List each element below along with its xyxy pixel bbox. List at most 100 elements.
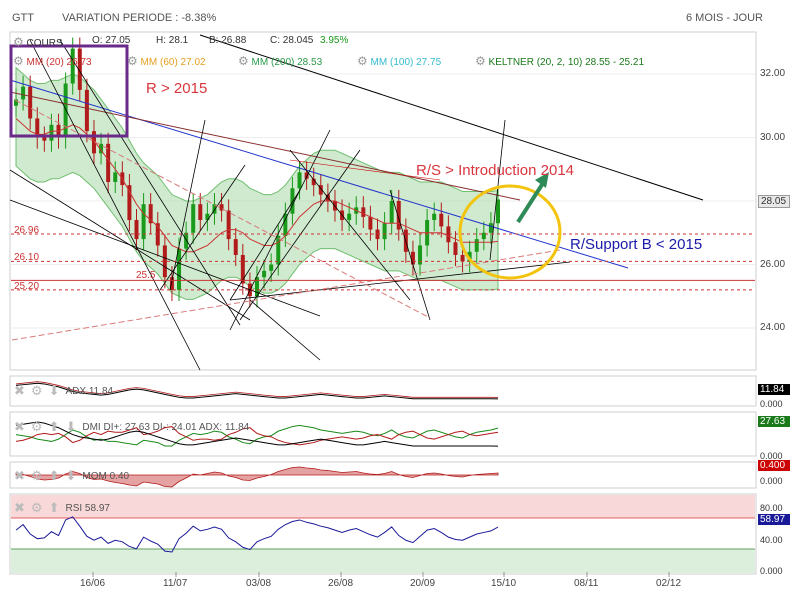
legend-mm20-label: MM (20) 26.73 (26, 57, 92, 68)
legend-mm60[interactable]: ⚙ MM (60) 27.02 (127, 54, 206, 68)
candle-body (127, 185, 132, 221)
legend-close: C: 28.045 (270, 35, 314, 46)
candle-body (496, 199, 500, 224)
highlight-circle (458, 184, 562, 280)
annotation-support: R/Support B < 2015 (570, 236, 703, 253)
trendline (249, 299, 321, 361)
legend-mm200[interactable]: ⚙ MM (200) 28.53 (238, 54, 322, 68)
candle-body (63, 83, 68, 138)
candle-body (77, 48, 82, 90)
candle-body (35, 118, 40, 138)
candle-body (304, 172, 309, 179)
gear-icon[interactable]: ⚙ (127, 54, 138, 68)
candle-body (113, 172, 118, 182)
legend-cours[interactable]: ⚙ COURS (13, 35, 63, 49)
mom-value-box: 0.400 (758, 460, 790, 471)
period-label[interactable]: 6 MOIS - JOUR (686, 12, 764, 24)
ytick-26: 26.00 (760, 259, 786, 270)
legend-keltner-label: KELTNER (20, 2, 10) 28.55 - 25.21 (488, 57, 645, 68)
vertical-gridlines (92, 572, 670, 577)
x-tick-label: 26/08 (328, 578, 354, 589)
x-tick-label: 11/07 (163, 578, 188, 589)
arrow-up-icon[interactable]: ⬆ (48, 419, 60, 434)
candle-body (91, 131, 96, 154)
candle-body (488, 223, 493, 233)
gear-icon[interactable]: ⚙ (30, 468, 43, 483)
trendline (9, 199, 321, 317)
close-icon[interactable]: ✖ (14, 500, 25, 515)
candle-body (70, 48, 75, 84)
candle-body (474, 239, 479, 252)
candle-body (262, 270, 267, 278)
gear-icon[interactable]: ⚙ (238, 54, 249, 68)
dmi-value-box: 27.63 (758, 416, 790, 427)
close-icon[interactable]: ✖ (14, 419, 25, 434)
legend-keltner[interactable]: ⚙ KELTNER (20, 2, 10) 28.55 - 25.21 (475, 54, 644, 68)
candle-body (418, 245, 423, 265)
candle-body (389, 201, 394, 224)
candle-body (467, 251, 472, 262)
annotation-rs2014: R/S > Introduction 2014 (416, 162, 575, 179)
mom-panel-frame (9, 461, 757, 489)
candle-body (311, 178, 316, 186)
trendline (229, 189, 301, 301)
trendline (14, 99, 431, 319)
x-tick-label: 15/10 (491, 578, 517, 589)
close-icon[interactable]: ✖ (14, 468, 25, 483)
candle-body (297, 172, 302, 189)
resistance-box (9, 44, 129, 138)
arrow-down-icon[interactable]: ⬇ (48, 383, 60, 398)
arrow-down-icon[interactable]: ⬇ (65, 419, 77, 434)
arrow-up-icon[interactable]: ⬆ (48, 500, 60, 515)
arrow-up-icon[interactable]: ⬆ (48, 468, 60, 483)
mom-panel-label: ✖ ⚙ ⬆ ⬇ MOM 0.40 (14, 468, 130, 483)
dmi-panel-frame (9, 411, 757, 457)
level-label-255: 25.5 (136, 270, 156, 281)
dmi-adx-line (15, 421, 499, 447)
trendline (389, 189, 431, 321)
gear-icon[interactable]: ⚙ (475, 54, 486, 68)
candle-body (21, 86, 26, 100)
adx-panel-label: ✖ ⚙ ⬇ ADX 11.84 (14, 383, 114, 398)
candle-body (396, 201, 401, 230)
momentum-area (15, 466, 499, 488)
candle-body (134, 220, 139, 240)
legend-open: O: 27.05 (92, 35, 131, 46)
gear-icon[interactable]: ⚙ (30, 500, 43, 515)
candle-body (84, 89, 89, 132)
candle-body (453, 242, 458, 255)
dmi-panel-label: ✖ ⚙ ⬆ ⬇ DMI DI+: 27.63 DI-: 24.01 ADX: 11.84 (14, 419, 250, 434)
trendline (9, 79, 629, 269)
ytick-30: 30.00 (760, 132, 786, 143)
gear-icon[interactable]: ⚙ (30, 383, 43, 398)
adx-line (15, 381, 499, 400)
legend-mm20[interactable]: ⚙ MM (20) 26.73 (13, 54, 92, 68)
candle-body (169, 277, 174, 290)
gear-icon[interactable]: ⚙ (30, 419, 43, 434)
candle-body (481, 232, 486, 240)
candle-body (240, 254, 245, 284)
level-label-2520: 25.20 (14, 281, 40, 292)
rsi-zero: 0.000 (760, 566, 783, 576)
candle-body (184, 232, 189, 249)
trendline (11, 249, 561, 341)
candle-body (432, 213, 437, 221)
arrow-down-icon[interactable]: ⬇ (65, 468, 77, 483)
trendline (59, 39, 241, 326)
candle-body (446, 226, 451, 243)
legend-mm60-label: MM (60) 27.02 (140, 57, 206, 68)
gear-icon[interactable]: ⚙ (357, 54, 368, 68)
trendline (239, 149, 361, 321)
rsi-panel-label: ✖ ⚙ ⬆ RSI 58.97 (14, 500, 110, 515)
x-tick-label: 08/11 (574, 578, 599, 589)
ytick-24: 24.00 (760, 322, 786, 333)
gear-icon[interactable]: ⚙ (13, 54, 24, 68)
legend-mm100[interactable]: ⚙ MM (100) 27.75 (357, 54, 441, 68)
gear-icon[interactable]: ⚙ (13, 35, 24, 49)
close-icon[interactable]: ✖ (14, 383, 25, 398)
trendlines (9, 34, 704, 371)
candle-body (219, 204, 224, 211)
adx-series (15, 382, 499, 400)
variation-label: VARIATION PERIODE : -8.38% (62, 12, 217, 24)
